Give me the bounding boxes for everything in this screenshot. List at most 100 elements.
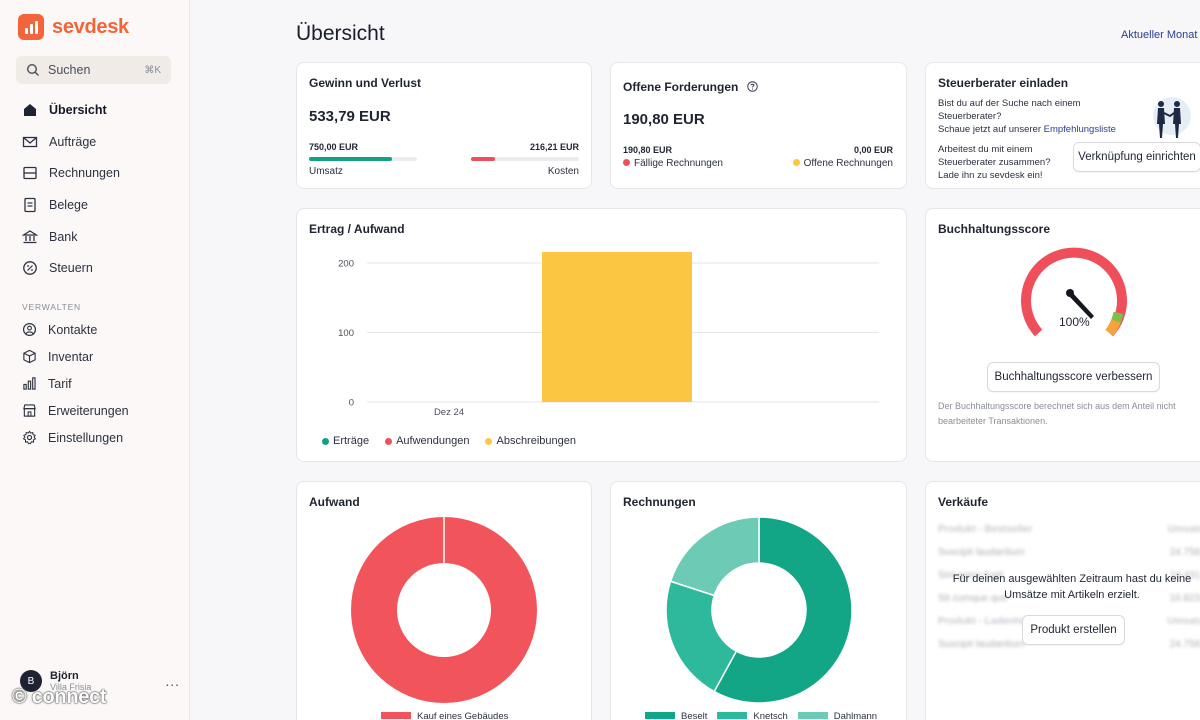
- legend-item-income[interactable]: Erträge: [322, 435, 369, 447]
- sevdesk-logo[interactable]: sevdesk: [18, 14, 129, 40]
- gear-icon: [22, 430, 37, 445]
- sidebar-item-taxes[interactable]: Steuern: [0, 252, 190, 284]
- table-row: Sit cumque quo 16.823,45 EUR: [938, 587, 1200, 610]
- sales-card: Verkäufe Produkt - Bestseller Umsatz (Net…: [925, 481, 1200, 720]
- logo-icon: [18, 14, 44, 40]
- card-title: Gewinn und Verlust: [309, 76, 422, 90]
- tax-icon: [22, 260, 38, 276]
- cost-bar-fill: [471, 157, 495, 161]
- legend-item-depreciation[interactable]: Abschreibungen: [485, 435, 576, 447]
- cost-label: Kosten: [547, 166, 579, 177]
- table-header-cell: Produkt - Bestseller: [938, 524, 1033, 535]
- sidebar-item-overview[interactable]: Übersicht: [0, 94, 190, 126]
- table-cell: Sit cumque quo: [938, 593, 1008, 604]
- table-cell: 24.758,80 EUR: [1169, 547, 1200, 558]
- sidebar: sevdesk Suchen ⌘K Übersicht Aufträge Rec…: [0, 0, 190, 720]
- table-cell: 19.431,91 EUR: [1169, 570, 1200, 581]
- slice-dahlmann: [669, 516, 760, 597]
- primary-nav: Übersicht Aufträge Rechnungen Belege Ban…: [0, 94, 190, 284]
- receivables-card[interactable]: Offene Forderungen 190,80 EUR 190,80 EUR…: [610, 62, 907, 189]
- chart-legend: Erträge Aufwendungen Abschreibungen: [322, 435, 576, 447]
- advisor-text-1: Bist du auf der Suche nach einem Steuerb…: [938, 98, 1081, 122]
- handshake-illustration-icon: [1144, 96, 1194, 145]
- recommendation-list-link[interactable]: Empfehlungsliste: [1043, 124, 1116, 135]
- sidebar-item-contacts[interactable]: Kontakte: [0, 316, 190, 343]
- legend-swatch: [797, 712, 828, 719]
- sidebar-item-receipts[interactable]: Belege: [0, 189, 190, 221]
- table-cell: 24.758,80 EUR: [1169, 639, 1200, 650]
- user-company: Villa Frisia: [50, 682, 92, 692]
- help-icon[interactable]: [746, 81, 758, 95]
- bar-abschreibungen: [542, 251, 692, 402]
- mail-icon: [22, 134, 38, 150]
- legend-item[interactable]: Kauf eines Gebäudes: [381, 711, 508, 720]
- search-icon: [26, 63, 40, 77]
- sidebar-item-label: Inventar: [48, 349, 94, 364]
- slice-beselt: [713, 516, 853, 704]
- revenue-value: 750,00 EUR: [309, 142, 359, 152]
- sidebar-item-extensions[interactable]: Erweiterungen: [0, 397, 190, 424]
- user-menu[interactable]: B Björn Villa Frisia ...: [20, 670, 180, 692]
- sidebar-item-orders[interactable]: Aufträge: [0, 126, 190, 158]
- advisor-text-2-prefix: Schaue jetzt auf unserer: [938, 124, 1044, 135]
- gauge-arc-segment-orange: [1105, 319, 1121, 337]
- depreciation-dot: [485, 437, 493, 445]
- search-label: Suchen: [48, 63, 91, 77]
- income-dot: [322, 437, 329, 445]
- advisor-text-3: Arbeitest du mit einem Steuerberater zus…: [938, 144, 1051, 181]
- legend-item-expenses[interactable]: Aufwendungen: [385, 435, 469, 447]
- sidebar-item-bank[interactable]: Bank: [0, 221, 190, 253]
- period-selector[interactable]: Aktueller Monat: [1121, 29, 1198, 41]
- table-cell: 16.823,45 EUR: [1169, 593, 1200, 604]
- cost-value: 216,21 EUR: [529, 142, 579, 152]
- legend-item[interactable]: Dahlmann: [797, 711, 877, 720]
- watermark: © connect: [12, 686, 107, 708]
- expenses-legend: Kauf eines Gebäudes: [381, 711, 508, 720]
- sidebar-item-label: Aufträge: [49, 134, 97, 149]
- open-legend: Offene Rechnungen: [792, 158, 893, 169]
- create-product-button[interactable]: Produkt erstellen: [1022, 615, 1125, 645]
- legend-item[interactable]: Knetsch: [717, 711, 788, 720]
- revenue-bar-fill: [309, 157, 393, 161]
- box-icon: [22, 349, 37, 364]
- sidebar-item-plan[interactable]: Tarif: [0, 370, 190, 397]
- y-tick-label: 100: [338, 328, 354, 339]
- legend-label: Kauf eines Gebäudes: [417, 711, 509, 720]
- sidebar-item-invoices[interactable]: Rechnungen: [0, 157, 190, 189]
- invoice-icon: [22, 165, 38, 181]
- sidebar-item-label: Tarif: [48, 376, 72, 391]
- sidebar-item-settings[interactable]: Einstellungen: [0, 424, 190, 451]
- avatar: B: [20, 670, 42, 692]
- contacts-icon: [22, 322, 37, 337]
- table-row: Sint porro fugit 19.431,91 EUR: [938, 564, 1200, 587]
- table-cell: Suscipit laudantium: [938, 547, 1025, 558]
- expenses-donut-chart: [351, 517, 537, 703]
- legend-label: Erträge: [333, 435, 370, 447]
- nav-section-heading: VERWALTEN: [22, 302, 81, 312]
- cost-bar: [471, 157, 579, 161]
- profit-loss-card[interactable]: Gewinn und Verlust 533,79 EUR 750,00 EUR…: [296, 62, 592, 189]
- search-input[interactable]: Suchen ⌘K: [16, 56, 171, 84]
- x-tick-label: Dez 24: [434, 407, 464, 418]
- sidebar-item-inventory[interactable]: Inventar: [0, 343, 190, 370]
- legend-label: Abschreibungen: [496, 435, 576, 447]
- due-label: Fällige Rechnungen: [634, 158, 723, 169]
- due-value: 190,80 EUR: [623, 145, 673, 155]
- card-title: Aufwand: [309, 495, 360, 509]
- table-header-cell: Umsatz (Netto): [1167, 524, 1200, 535]
- income-expense-card: Ertrag / Aufwand 200 100 0 Dez 24 Erträge A…: [296, 208, 907, 462]
- connect-advisor-button[interactable]: Verknüpfung einrichten: [1073, 142, 1200, 172]
- improve-score-button[interactable]: Buchhaltungsscore verbessern: [987, 362, 1160, 392]
- table-header: Produkt - Bestseller Umsatz (Netto): [938, 518, 1200, 541]
- search-shortcut: ⌘K: [144, 64, 161, 76]
- legend-label: Aufwendungen: [396, 435, 470, 447]
- receivables-title: Offene Forderungen: [623, 80, 739, 94]
- card-title: Rechnungen: [623, 495, 696, 509]
- legend-label: Knetsch: [753, 711, 788, 720]
- legend-item[interactable]: Beselt: [645, 711, 707, 720]
- more-options-icon[interactable]: ...: [165, 673, 180, 689]
- revenue-label: Umsatz: [309, 166, 343, 177]
- sidebar-item-label: Übersicht: [49, 102, 107, 117]
- sidebar-item-label: Erweiterungen: [48, 403, 129, 418]
- income-expense-chart: 200 100 0 Dez 24: [338, 251, 879, 418]
